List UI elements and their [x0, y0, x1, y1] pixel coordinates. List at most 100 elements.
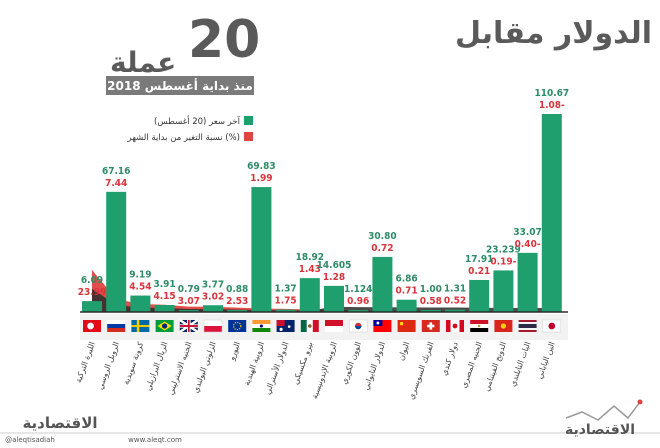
flag-th-r1	[518, 320, 537, 322]
price-bar	[348, 309, 369, 312]
legend-label-change: نسبة التغير من بداية الشهر (%)	[127, 133, 240, 143]
flag-kr-border	[348, 319, 368, 333]
change-label: 1.43	[299, 264, 321, 275]
price-label: 18.92	[296, 252, 324, 263]
subtitle: منذ بداية أغسطس 2018	[107, 78, 253, 93]
price-label: 23.239	[486, 244, 521, 255]
category-label: اليورو	[227, 341, 242, 363]
price-label: 9.19	[129, 270, 151, 281]
price-bar	[469, 279, 490, 312]
flag-mx-icon	[300, 320, 319, 332]
change-label: 2.53	[226, 296, 248, 307]
change-label: 0.71	[395, 286, 417, 297]
change-label: 1.99	[250, 173, 272, 184]
flag-kr-taeguk-blue	[354, 326, 362, 330]
flag-eu-stars	[232, 321, 242, 331]
price-bar	[324, 285, 344, 312]
flag-ru-white	[107, 320, 126, 324]
price-label: 0.79	[178, 284, 200, 295]
footer-left-brand: الاقتصادية	[22, 414, 97, 432]
flag-au-icon	[276, 320, 295, 332]
category-label: الوون الكوري	[339, 341, 363, 386]
flag-in-green	[252, 328, 271, 332]
flags-layer	[83, 318, 562, 334]
price-label: 6.86	[395, 274, 417, 285]
change-label: 1.28	[323, 272, 345, 283]
footer: الاقتصادية @aleqtisadiah www.aleqt.com ا…	[0, 399, 660, 444]
flag-br-icon	[155, 320, 174, 332]
flag-eu-icon	[228, 320, 247, 332]
flag-cn-bg	[397, 320, 416, 332]
category-label: الروبل الروسي	[95, 341, 121, 391]
flag-eg-eagle	[478, 324, 481, 328]
flag-br-globe	[161, 323, 168, 329]
price-label: 3.77	[202, 279, 224, 290]
change-label: 1.75	[274, 296, 296, 307]
flag-ch-cross-h	[427, 324, 435, 328]
flag-id-red	[325, 320, 343, 326]
flag-kr-icon	[348, 319, 368, 333]
flag-eg-black	[470, 328, 489, 332]
change-label: 4.54	[129, 282, 151, 293]
flag-th-w2	[518, 328, 537, 330]
category-label: الجنيه الاسترليني	[166, 341, 194, 396]
flag-ru-blue	[107, 324, 126, 328]
price-bar	[251, 187, 272, 312]
category-label: الين الياباني	[535, 341, 557, 381]
flag-id-icon	[325, 320, 343, 332]
change-label: 23.99	[78, 287, 106, 298]
flag-jp-border	[542, 319, 562, 333]
change-label: 7.44	[105, 178, 127, 189]
flag-mx-red	[312, 320, 319, 332]
flag-id-white	[325, 326, 343, 332]
category-label: الدولار الأسترالي	[262, 340, 290, 395]
flag-tw-sun	[376, 321, 380, 325]
flag-jp-disc	[548, 322, 556, 330]
flag-tr-moon	[87, 322, 94, 330]
category-label: الجنيه المصري	[459, 341, 484, 390]
flag-ru-red	[107, 328, 126, 332]
change-label: 0.58	[420, 296, 442, 307]
flag-gb-icon	[179, 318, 199, 334]
flag-eg-red	[470, 320, 489, 324]
category-label: الدونج الفيتنامي	[482, 341, 508, 393]
price-bar	[541, 114, 562, 312]
flag-in-icon	[252, 320, 271, 332]
price-label: 30.80	[368, 231, 396, 242]
category-label: الدولار التايواني	[361, 341, 387, 392]
price-label: 1.124	[344, 284, 372, 295]
flag-th-b	[518, 324, 537, 328]
price-label: 1.00	[420, 284, 442, 295]
price-bar	[178, 310, 199, 312]
change-label: 4.15	[153, 291, 175, 302]
flag-pl-icon	[203, 319, 223, 333]
footer-handle: @aleqtisadiah	[5, 436, 55, 444]
price-bar	[517, 252, 538, 312]
price-label: 69.83	[247, 161, 275, 172]
category-label: البات التايلندي	[508, 341, 532, 388]
category-label: كرونة سويدية	[121, 340, 145, 385]
price-bar	[130, 295, 151, 312]
price-label: 67.16	[102, 166, 130, 177]
trend-dot-icon	[637, 399, 643, 405]
flag-th-icon	[518, 320, 537, 332]
change-label: 0.72	[371, 243, 393, 254]
category-label: دولار كندي	[439, 340, 460, 376]
flag-th-r2	[518, 330, 537, 332]
legend-swatch-price	[244, 116, 253, 125]
price-label: 1.37	[274, 284, 296, 295]
title-line1: أداء الدولار مقابل	[455, 13, 660, 51]
price-bar	[106, 191, 127, 312]
price-label: 3.91	[153, 279, 175, 290]
subtitle-band	[106, 76, 254, 95]
price-bar	[227, 310, 248, 312]
flag-au-star2	[279, 327, 283, 331]
price-bar	[154, 305, 175, 312]
trend-line-icon	[565, 401, 641, 421]
flag-jp-icon	[542, 319, 562, 333]
price-bar	[372, 256, 393, 312]
price-label: 1.31	[444, 284, 466, 295]
